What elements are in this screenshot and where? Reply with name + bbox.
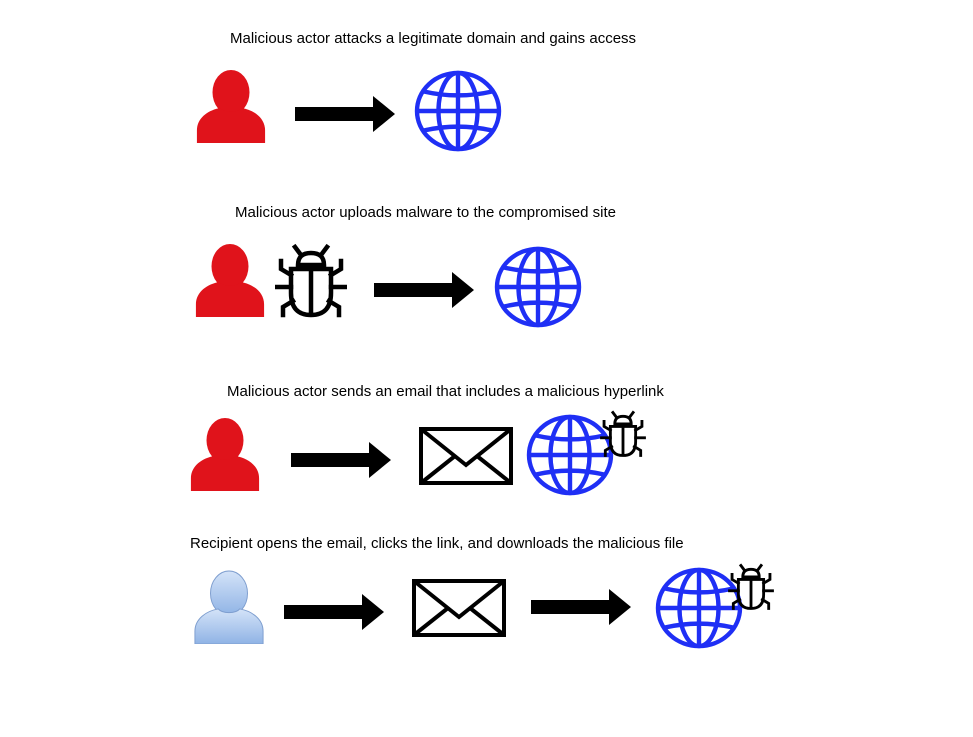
- envelope-icon: [412, 579, 506, 637]
- envelope-icon: [419, 427, 513, 485]
- globe-icon: [493, 246, 583, 328]
- step-2-caption: Malicious actor uploads malware to the c…: [235, 204, 616, 221]
- attacker-person-icon: [195, 243, 265, 317]
- arrow-right-icon: [374, 272, 474, 308]
- bug-icon: [728, 564, 774, 610]
- attacker-person-icon: [196, 69, 266, 143]
- arrow-right-icon: [295, 96, 395, 132]
- bug-icon: [275, 243, 347, 319]
- step-4-caption: Recipient opens the email, clicks the li…: [190, 535, 684, 552]
- attacker-person-icon: [190, 417, 260, 491]
- arrow-right-icon: [531, 589, 631, 625]
- arrow-right-icon: [291, 442, 391, 478]
- recipient-person-icon: [194, 570, 264, 644]
- step-3-caption: Malicious actor sends an email that incl…: [227, 383, 664, 400]
- bug-icon: [600, 411, 646, 457]
- arrow-right-icon: [284, 594, 384, 630]
- globe-icon: [413, 70, 503, 152]
- step-1-caption: Malicious actor attacks a legitimate dom…: [230, 30, 637, 47]
